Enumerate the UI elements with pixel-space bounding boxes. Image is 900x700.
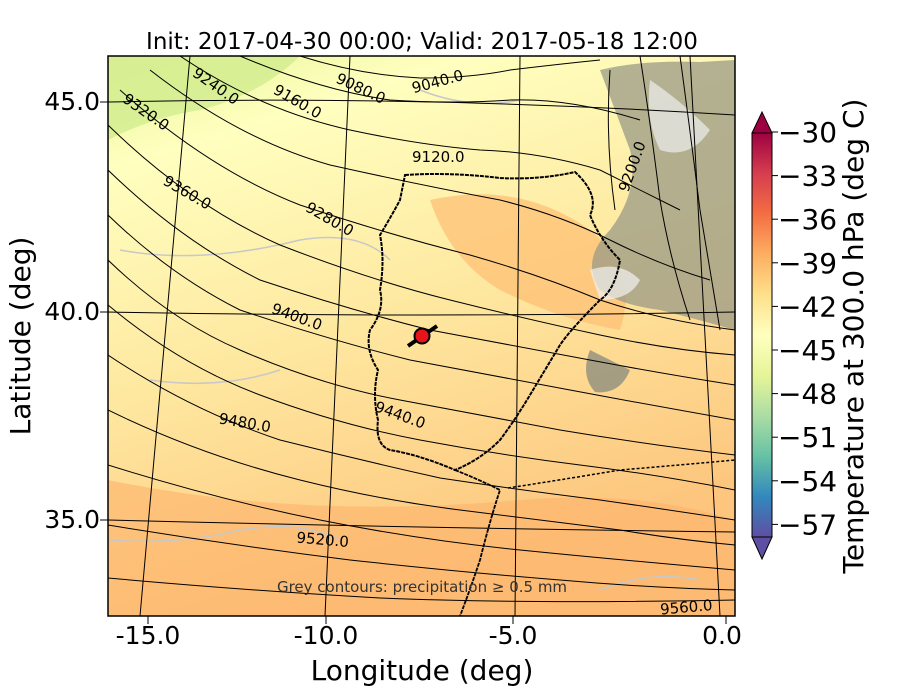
x-tick-minus10: -10.0: [294, 621, 359, 650]
contour-label-9560: 9560.0: [659, 596, 713, 619]
terrain-shading-2: [586, 350, 630, 393]
warm-region: [430, 194, 626, 330]
colorbar-tick-label: −33: [778, 160, 837, 193]
map-area: [108, 56, 735, 616]
chart-title: Init: 2017-04-30 00:00; Valid: 2017-05-1…: [146, 29, 698, 55]
colorbar-tick-label: −45: [778, 334, 837, 367]
colorbar-label: Temperature at 300.0 hPa (deg C): [837, 99, 870, 575]
x-tick-minus5: -5.0: [489, 621, 538, 650]
height-contours: [108, 56, 735, 603]
x-tick-minus15: -15.0: [116, 621, 181, 650]
colorbar-tick-label: −36: [778, 203, 837, 236]
station-marker[interactable]: [413, 327, 431, 345]
x-axis-label: Longitude (deg): [311, 654, 534, 687]
colorbar-tick-label: −54: [778, 465, 837, 498]
colorbar-extend-bottom: [751, 536, 773, 561]
colorbar-tick-label: −57: [778, 508, 837, 541]
colorbar-extend-top: [751, 110, 773, 134]
y-tick-45: 45.0: [44, 87, 100, 116]
map-border: [107, 55, 736, 617]
cold-region: [108, 56, 300, 140]
coastline: [367, 170, 622, 472]
y-axis: 45.0 40.0 35.0 Latitude (deg): [4, 87, 108, 534]
colorbar: −30 −33 −36 −39 −42 −45 −48 −51 −54 −57 Temperatu…: [751, 99, 870, 575]
contour-label-9520: 9520.0: [296, 529, 350, 552]
colorbar-tick-label: −48: [778, 378, 837, 411]
y-tick-35: 35.0: [44, 505, 100, 534]
precipitation-note: Grey contours: precipitation ≥ 0.5 mm: [277, 578, 567, 596]
coastline-africa: [454, 469, 502, 616]
terrain-highlight-2: [590, 266, 640, 300]
y-tick-40: 40.0: [44, 297, 100, 326]
colorbar-tick-label: −51: [778, 421, 837, 454]
colorbar-tick-label: −42: [778, 290, 837, 323]
colorbar-tick-label: −39: [778, 247, 837, 280]
colorbar-gradient: [751, 132, 773, 538]
precip-contours: [108, 89, 701, 591]
colorbar-tick-label: −30: [778, 116, 837, 149]
y-axis-label: Latitude (deg): [4, 237, 37, 436]
contour-label-9120: 9120.0: [412, 148, 465, 166]
colorbar-ticks: −30 −33 −36 −39 −42 −45 −48 −51 −54 −57: [772, 116, 837, 541]
x-axis: -15.0 -10.0 -5.0 0.0 Longitude (deg): [116, 616, 742, 687]
x-tick-0: 0.0: [702, 621, 742, 650]
